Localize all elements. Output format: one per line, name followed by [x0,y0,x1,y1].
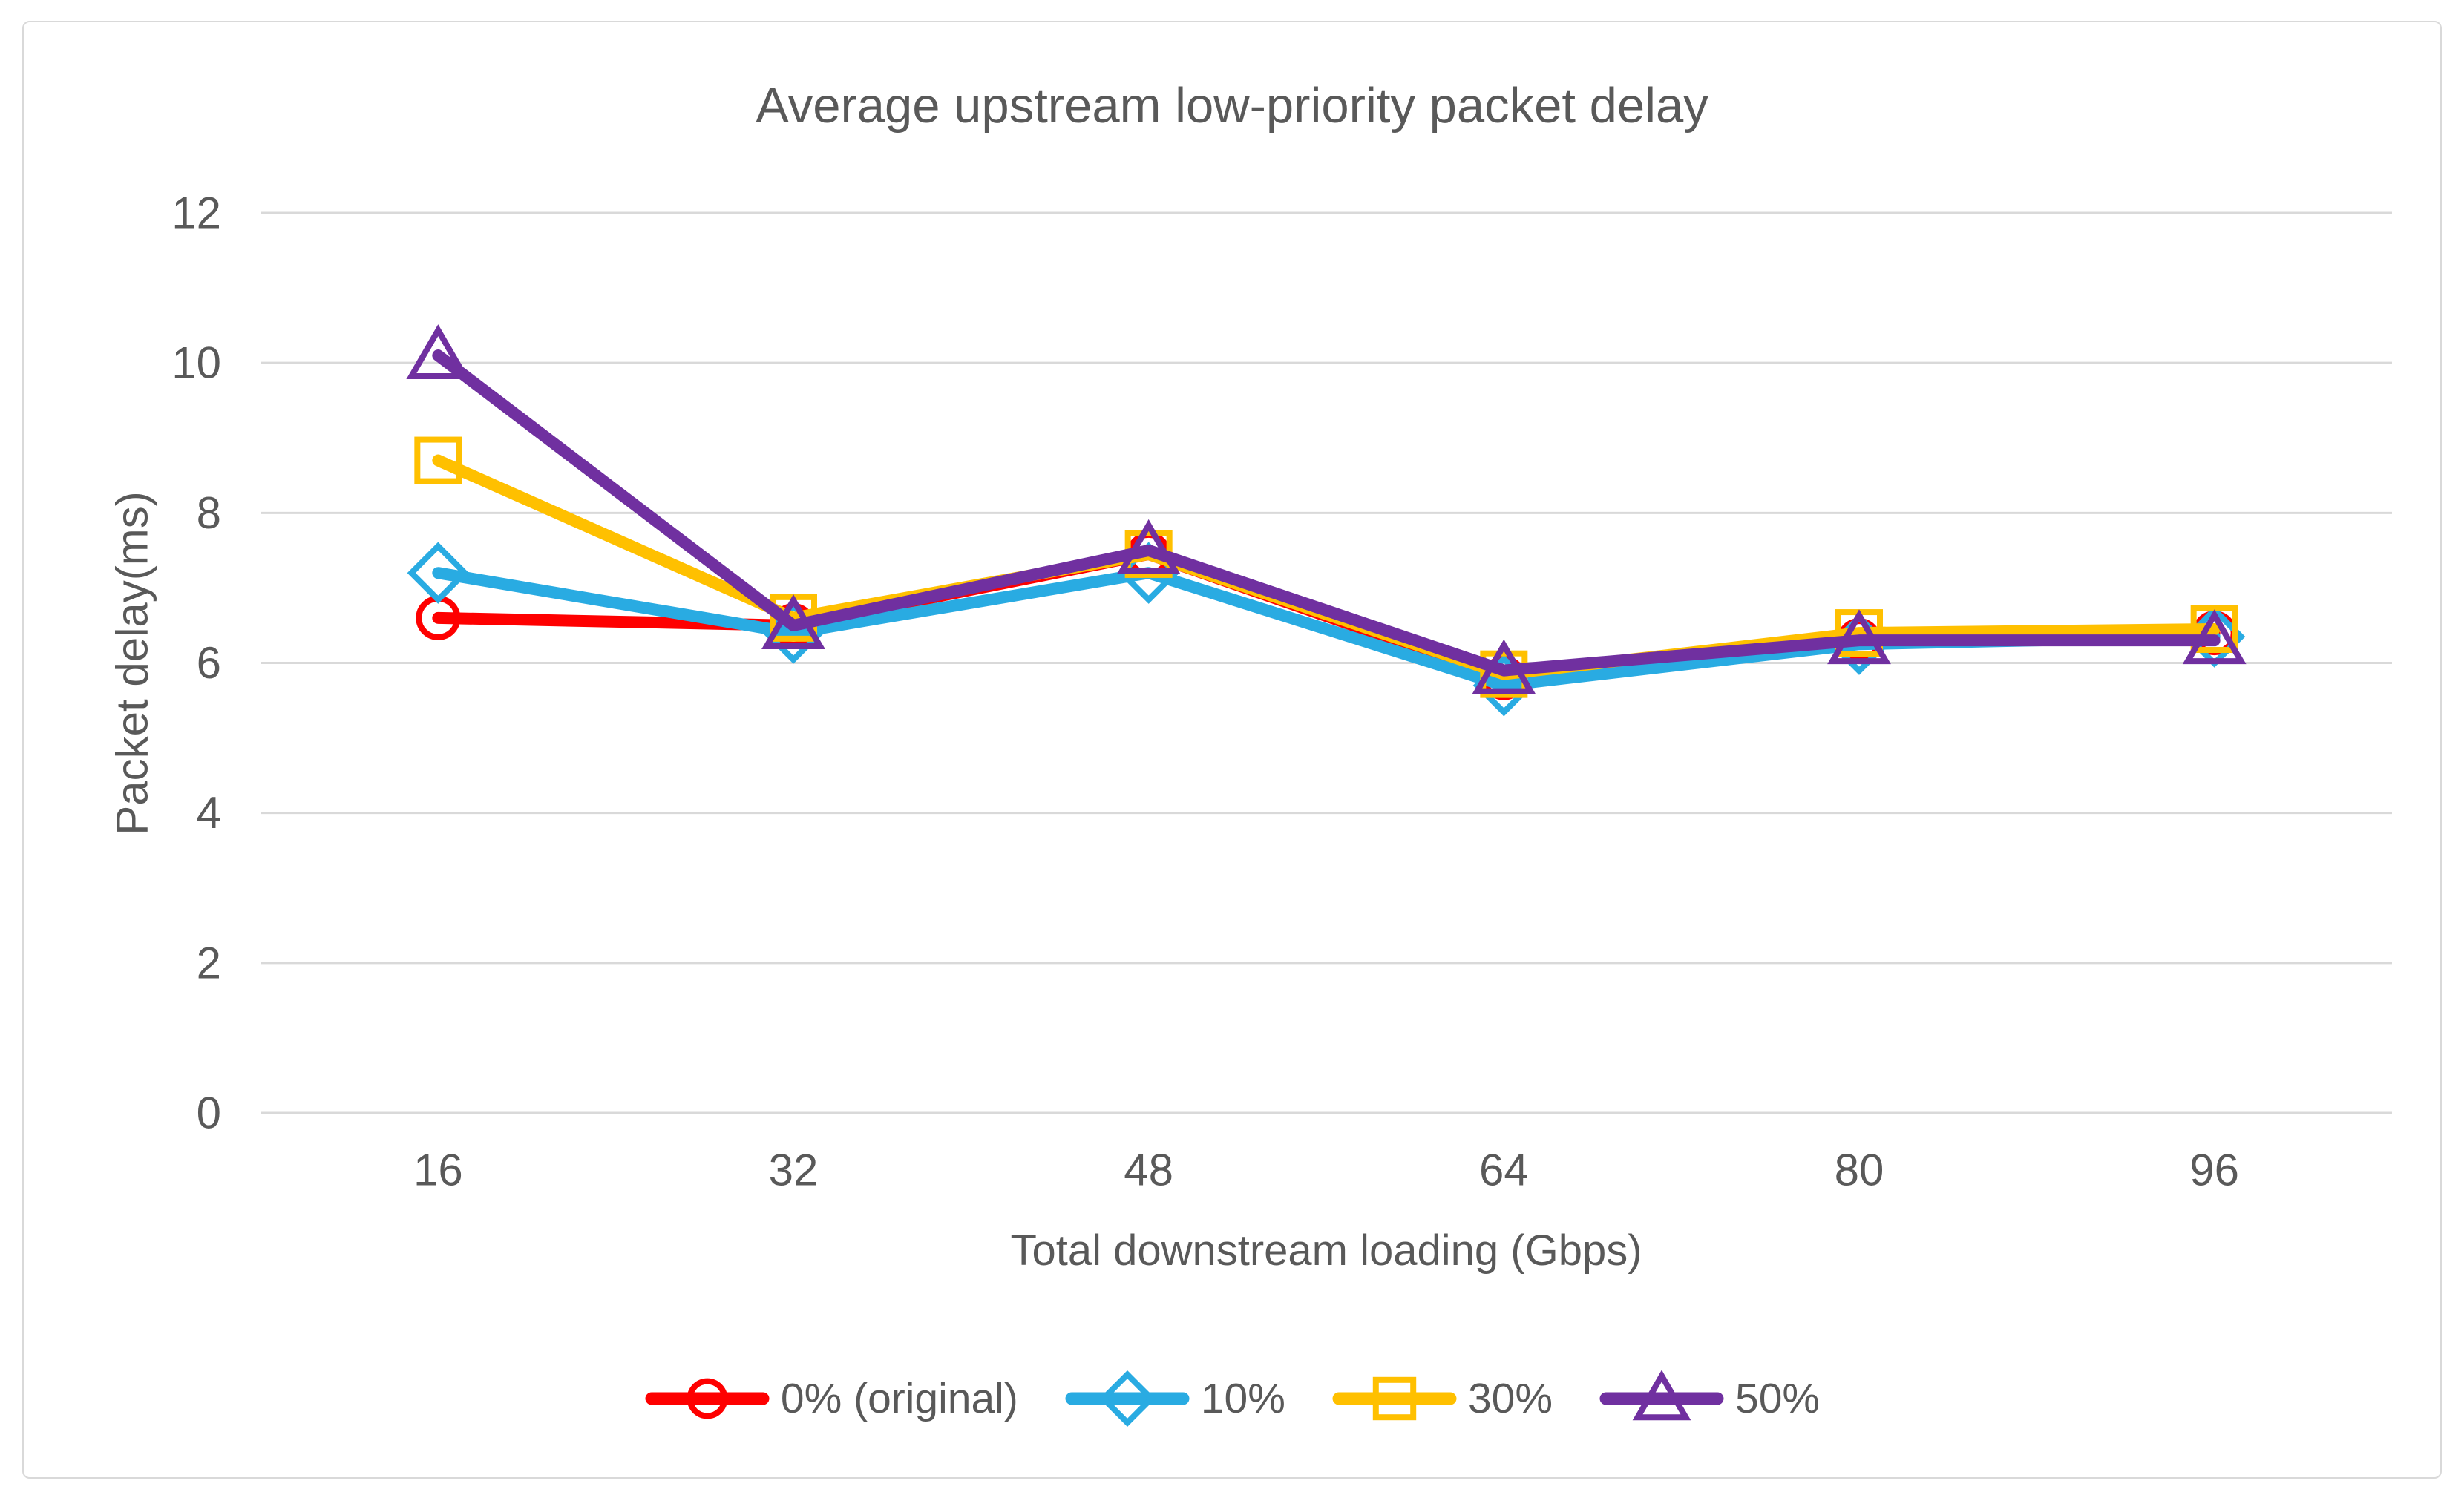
chart-title: Average upstream low-priority packet del… [756,78,1708,134]
y-tick-label: 0 [197,1088,221,1138]
legend-swatch [1065,1370,1190,1428]
legend-swatch [1599,1370,1724,1421]
diamond-icon [1098,1370,1156,1428]
y-tick-label: 6 [197,638,221,688]
triangle-marker [1827,609,1891,665]
y-tick-label: 10 [171,338,221,388]
triangle-marker [2182,609,2247,665]
legend-swatch [1332,1376,1457,1421]
x-tick-label: 80 [1835,1146,1884,1195]
triangle-icon [1632,1370,1691,1421]
legend: 0% (original) 10% 30% 50% [0,1369,2464,1428]
square-marker [414,436,462,484]
circle-icon [687,1378,728,1419]
legend-item: 10% [1064,1369,1285,1428]
x-tick-label: 32 [769,1146,819,1195]
x-axis-title: Total downstream loading (Gbps) [1010,1226,1642,1275]
diamond-marker [407,542,469,604]
y-tick-label: 12 [171,188,221,238]
triangle-marker [761,594,825,649]
legend-item: 50% [1599,1369,1820,1428]
series-line-50- [432,349,2221,677]
square-icon [1372,1376,1417,1421]
triangle-marker [1472,639,1536,694]
legend-item: 0% (original) [644,1369,1018,1428]
y-tick-label: 2 [197,938,221,988]
square-marker [2190,605,2238,654]
legend-label: 0% (original) [780,1375,1018,1422]
legend-item: 30% [1331,1369,1553,1428]
legend-label: 10% [1200,1375,1285,1422]
triangle-marker [1116,519,1181,574]
y-tick-label: 4 [197,788,221,838]
x-tick-label: 16 [413,1146,463,1195]
x-tick-label: 48 [1124,1146,1173,1195]
y-tick-label: 8 [197,488,221,538]
legend-swatch [645,1378,770,1419]
x-tick-label: 64 [1479,1146,1529,1195]
x-tick-label: 96 [2189,1146,2239,1195]
triangle-marker [406,324,471,380]
legend-label: 30% [1467,1375,1553,1422]
chart-frame-border [22,21,2442,1479]
legend-label: 50% [1735,1375,1821,1422]
